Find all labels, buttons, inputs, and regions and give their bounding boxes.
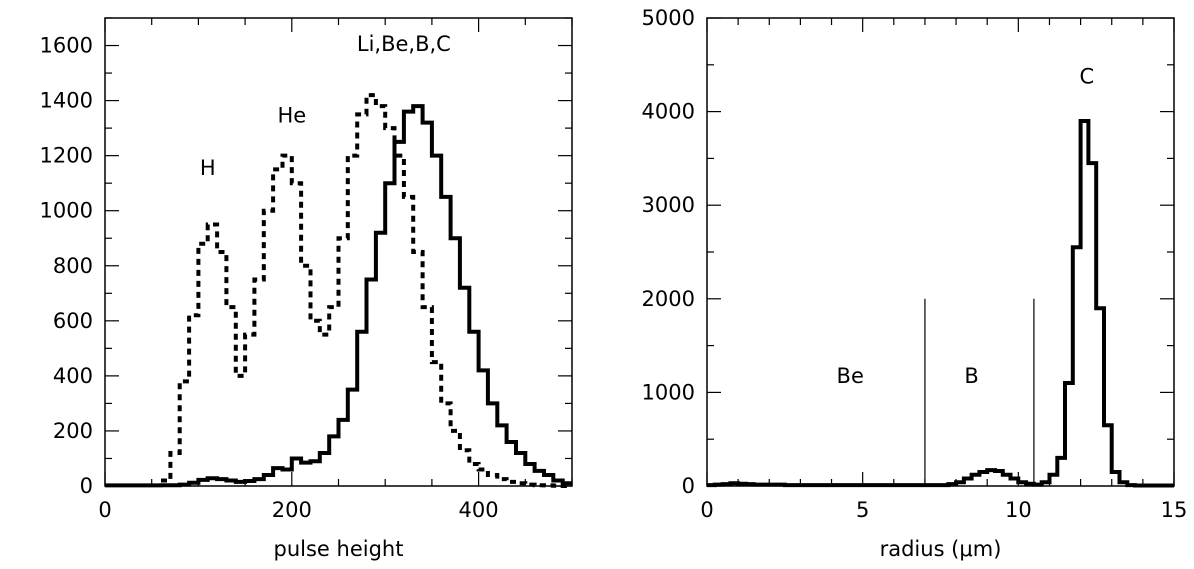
y-tick-label: 1000 [642, 380, 695, 404]
histogram-line-solid [707, 121, 1174, 486]
right-series-solid [707, 121, 1174, 486]
y-tick-label: 1400 [40, 89, 93, 113]
peak-label: Li,Be,B,C [357, 32, 451, 56]
x-tick-label: 5 [856, 498, 869, 522]
right-chart: 0 1000 2000 3000 4000 5000 0 5 10 15 Be B C radius… [642, 6, 1188, 561]
peak-label: He [277, 104, 306, 128]
x-tick-label: 0 [700, 498, 713, 522]
peak-label: B [964, 364, 978, 388]
right-divider-lines [925, 299, 1034, 486]
y-tick-label: 600 [53, 309, 93, 333]
y-tick-label: 200 [53, 419, 93, 443]
left-x-axis-title: pulse height [274, 537, 404, 561]
left-plot-frame [105, 18, 572, 486]
left-chart: 0 200 400 600 800 1000 1200 1400 1600 0 200 400 H H… [40, 18, 572, 561]
x-tick-label: 10 [1005, 498, 1032, 522]
y-tick-label: 3000 [642, 193, 695, 217]
right-x-axis-title: radius (μm) [880, 537, 1002, 561]
y-tick-label: 5000 [642, 6, 695, 30]
y-tick-label: 2000 [642, 287, 695, 311]
y-tick-label: 1200 [40, 144, 93, 168]
right-x-tick-labels: 0 5 10 15 [700, 498, 1187, 522]
y-tick-label: 0 [682, 474, 695, 498]
x-tick-label: 400 [459, 498, 499, 522]
y-tick-label: 400 [53, 364, 93, 388]
y-tick-label: 800 [53, 254, 93, 278]
y-tick-label: 1600 [40, 34, 93, 58]
left-x-tick-labels: 0 200 400 [98, 498, 498, 522]
peak-label: Be [837, 364, 864, 388]
y-tick-label: 0 [80, 474, 93, 498]
x-tick-label: 0 [98, 498, 111, 522]
x-tick-label: 200 [272, 498, 312, 522]
left-axis-ticks [105, 18, 572, 486]
y-tick-label: 4000 [642, 100, 695, 124]
y-tick-label: 1000 [40, 199, 93, 223]
x-tick-label: 15 [1161, 498, 1188, 522]
peak-label: H [200, 156, 216, 180]
right-y-tick-labels: 0 1000 2000 3000 4000 5000 [642, 6, 695, 498]
right-annotations: Be B C [837, 65, 1095, 389]
peak-label: C [1079, 65, 1094, 89]
left-y-tick-labels: 0 200 400 600 800 1000 1200 1400 1600 [40, 34, 93, 498]
